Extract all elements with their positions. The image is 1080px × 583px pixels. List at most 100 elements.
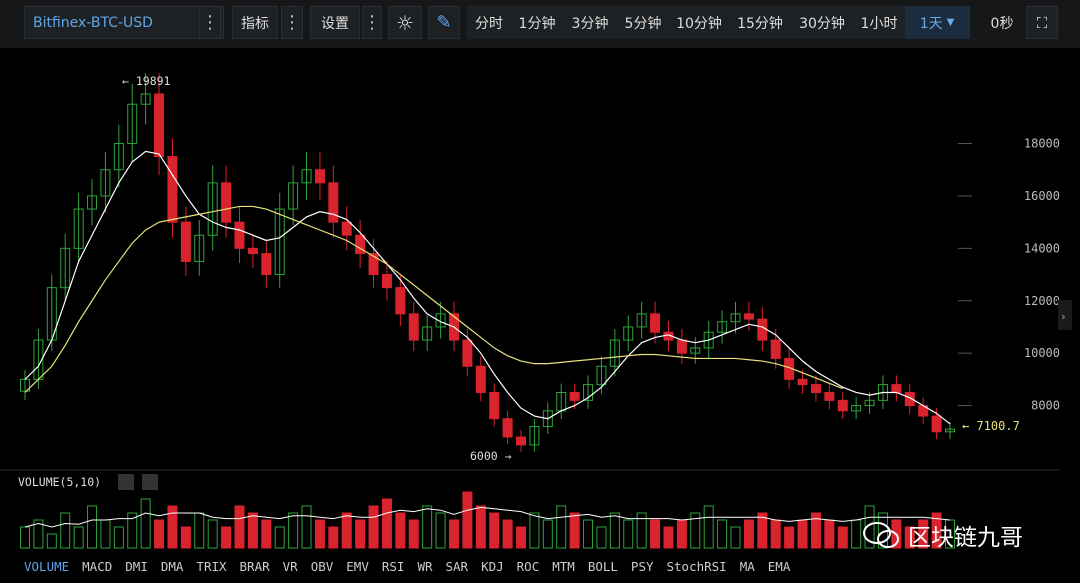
volume-bar (207, 519, 218, 549)
volume-bar (650, 519, 661, 549)
candle-body (717, 321, 728, 333)
tab-OBV[interactable]: OBV (310, 558, 334, 574)
tab-1hour[interactable]: 1小时 (853, 6, 906, 39)
candle-body (288, 182, 299, 210)
volume-bar (328, 526, 339, 549)
volume-bar (100, 519, 111, 549)
volume-bar (435, 512, 446, 549)
candle-body (891, 384, 902, 393)
volume-bar (851, 519, 862, 549)
sun-icon: ☼ (396, 10, 414, 35)
volume-bar (556, 505, 567, 549)
volume-bar (770, 519, 781, 549)
candle-body (475, 365, 486, 393)
volume-bar (154, 519, 165, 549)
tab-15min[interactable]: 15分钟 (729, 6, 792, 39)
candle-body (569, 391, 580, 401)
tab-3min[interactable]: 3分钟 (563, 6, 618, 39)
volume-label: VOLUME(5,10) (18, 475, 101, 489)
y-tick-label: 16000 (1024, 189, 1060, 203)
candle-body (207, 182, 218, 236)
volume-bar (408, 519, 419, 549)
candle-body (851, 405, 862, 412)
tab-DMA[interactable]: DMA (160, 558, 184, 574)
volume-bar (931, 512, 942, 549)
tab-fenshi[interactable]: 分时 (467, 6, 512, 39)
settings-button[interactable]: 设置 (310, 6, 360, 39)
more-dots-icon: ⋮ (201, 12, 219, 33)
tab-EMV[interactable]: EMV (346, 558, 369, 574)
candle-body (676, 339, 687, 354)
fullscreen-icon: ⛶ (1036, 13, 1048, 32)
tab-VOLUME[interactable]: VOLUME (24, 558, 70, 574)
tab-StochRSI[interactable]: StochRSI (666, 558, 727, 574)
tab-label: 30分钟 (799, 15, 845, 32)
candle-body (140, 93, 151, 105)
tab-1min[interactable]: 1分钟 (511, 6, 564, 39)
volume-bar (368, 505, 379, 549)
tab-MA[interactable]: MA (739, 558, 755, 574)
volume-bar (355, 519, 366, 549)
tab-label: 3分钟 (571, 15, 609, 32)
tab-MTM[interactable]: MTM (552, 558, 575, 574)
tab-KDJ[interactable]: KDJ (481, 558, 504, 574)
volume-bar (542, 519, 553, 549)
candle-body (824, 391, 835, 401)
tab-ROC[interactable]: ROC (516, 558, 540, 574)
tab-TRIX[interactable]: TRIX (196, 558, 227, 574)
tab-PSY[interactable]: PSY (630, 558, 654, 574)
fullscreen-button[interactable]: ⛶ (1026, 6, 1058, 39)
volume-bar (234, 505, 245, 549)
tab-BOLL[interactable]: BOLL (587, 558, 618, 574)
volume-bar (743, 519, 754, 549)
candle-body (904, 391, 915, 407)
indicators-menu-button[interactable]: ⋮ (281, 6, 303, 39)
theme-button[interactable]: ☼ (388, 6, 422, 39)
settings-menu-button[interactable]: ⋮ (362, 6, 382, 39)
tab-label: 1小时 (860, 15, 898, 32)
tab-RSI[interactable]: RSI (381, 558, 405, 574)
volume-bar (717, 519, 728, 549)
volume-bar (623, 519, 634, 549)
volume-bar (609, 512, 620, 549)
candle-body (221, 182, 232, 223)
candle-body (489, 391, 500, 420)
price-chart[interactable]: 18000 16000 14000 12000 10000 8000 ← 19891 60… (0, 48, 1080, 583)
volume-settings-button (118, 474, 134, 490)
draw-button[interactable]: ✎ (428, 6, 460, 39)
tab-EMA[interactable]: EMA (767, 558, 791, 574)
indicators-button[interactable]: 指标 (232, 6, 278, 39)
chevron-down-icon: ▼ (946, 17, 955, 28)
candle-body (516, 436, 527, 446)
tab-10min[interactable]: 10分钟 (669, 6, 730, 39)
tab-30min[interactable]: 30分钟 (791, 6, 854, 39)
volume-bar (221, 526, 232, 549)
tab-DMI[interactable]: DMI (125, 558, 148, 574)
tab-SAR[interactable]: SAR (445, 558, 469, 574)
candle-body (690, 347, 701, 354)
volume-bar (904, 526, 915, 549)
volume-bar (810, 512, 821, 549)
tab-5min[interactable]: 5分钟 (617, 6, 670, 39)
candles (20, 73, 955, 452)
watermark: 区块链九哥 (862, 518, 1023, 552)
candle-body (368, 253, 379, 276)
candle-body (810, 384, 821, 393)
tab-1day[interactable]: 1天 ▼ (905, 6, 970, 39)
tab-MACD[interactable]: MACD (82, 558, 113, 574)
tab-VR[interactable]: VR (282, 558, 298, 574)
candle-body (301, 169, 312, 184)
volume-bar (140, 498, 151, 549)
tab-WR[interactable]: WR (417, 558, 433, 574)
tab-BRAR[interactable]: BRAR (239, 558, 270, 574)
volume-bar (20, 526, 30, 549)
y-tick-label: 10000 (1024, 346, 1060, 360)
volume-bar (864, 505, 875, 549)
y-axis: 18000 16000 14000 12000 10000 8000 (1024, 137, 1060, 413)
candle-body (194, 234, 205, 262)
volume-bars (20, 491, 955, 549)
symbol-menu-button[interactable]: ⋮ (199, 6, 221, 39)
candle-body (154, 93, 165, 158)
tab-label: 15分钟 (737, 15, 783, 32)
symbol-selector[interactable]: Bitfinex-BTC-USD ⇱ (24, 6, 224, 39)
